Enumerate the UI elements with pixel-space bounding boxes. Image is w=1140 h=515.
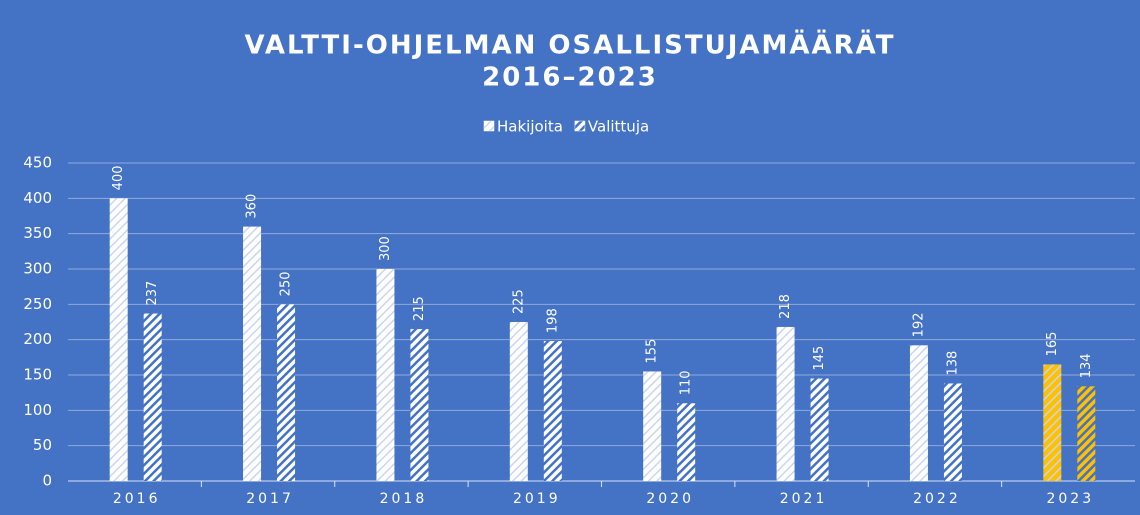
y-tick-label: 250 [23,295,52,313]
data-label: 400 [111,166,126,191]
data-label: 198 [545,308,560,333]
legend-swatch [574,120,586,132]
bar [509,322,528,481]
data-label: 155 [645,339,660,364]
bar [243,226,262,481]
chart-title: 2016–2023 [482,63,658,93]
data-label: 138 [945,351,960,376]
bar [410,329,429,481]
y-tick-label: 350 [23,224,52,242]
y-tick-label: 150 [23,366,52,384]
x-tick-label: 2016 [113,491,161,507]
x-tick-label: 2023 [1046,491,1094,507]
y-tick-label: 100 [23,401,52,419]
bar [1043,364,1062,481]
bar [376,269,395,481]
bar [909,345,928,481]
bar [677,403,696,481]
data-label: 215 [412,296,427,321]
bar [810,378,829,481]
data-label: 218 [778,294,793,319]
legend-swatch [483,120,495,132]
y-tick-label: 400 [23,189,52,207]
bar [776,326,795,481]
bar [543,341,562,481]
data-label: 225 [511,289,526,314]
bar [109,198,128,482]
data-label: 300 [378,236,393,261]
data-label: 134 [1079,353,1094,378]
y-tick-label: 450 [23,154,52,172]
data-label: 237 [145,281,160,306]
y-tick-label: 50 [33,436,52,454]
data-label: 360 [245,194,260,219]
data-label: 145 [812,346,827,371]
x-tick-label: 2020 [646,491,694,507]
x-tick-label: 2017 [246,491,294,507]
bar [143,313,162,481]
x-tick-label: 2021 [780,491,828,507]
bar [643,371,662,481]
bar [1077,386,1096,481]
y-tick-label: 300 [23,260,52,278]
data-label: 192 [911,312,926,337]
data-label: 110 [679,370,694,395]
data-label: 165 [1045,332,1060,357]
y-tick-label: 200 [23,330,52,348]
x-tick-label: 2019 [513,491,561,507]
x-tick-label: 2022 [913,491,961,507]
legend-label: Valittuja [588,118,649,136]
data-label: 250 [279,272,294,297]
legend-label: Hakijoita [497,118,563,136]
x-tick-label: 2018 [380,491,428,507]
chart-title: VALTTI-OHJELMAN OSALLISTUJAMÄÄRÄT [244,29,895,61]
bar [277,304,296,481]
y-tick-label: 0 [42,472,52,490]
bar [943,383,962,481]
